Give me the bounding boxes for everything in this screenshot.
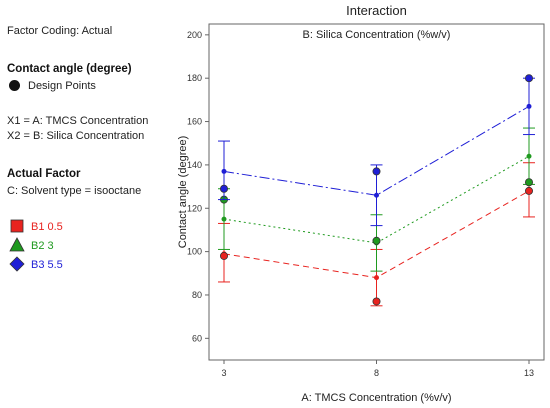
x-tick-label: 3 [221, 368, 226, 378]
axis-ticks: 60 80 100 120 140 160 180 200 3 8 13 [187, 30, 534, 378]
y-tick-label: 180 [187, 73, 202, 83]
chart-title: Interaction [346, 3, 407, 18]
y-axis-label: Contact angle (degree) [177, 136, 189, 249]
design-point [219, 251, 228, 260]
design-point [525, 186, 534, 195]
series-line [223, 155, 530, 244]
series-group [218, 74, 535, 307]
design-point [525, 178, 534, 187]
legend-label: B3 5.5 [31, 259, 63, 271]
series-line [223, 105, 530, 196]
triangle-marker-icon [9, 237, 25, 252]
design-point [372, 167, 381, 176]
series-3 [218, 74, 535, 227]
y-tick-label: 80 [192, 290, 202, 300]
x-axis-label: A: TMCS Concentration (%v/v) [301, 392, 451, 404]
square-marker-icon [10, 219, 24, 233]
design-point-marker-icon [9, 80, 20, 91]
response-title: Contact angle (degree) [7, 63, 132, 75]
chart-subtitle: B: Silica Concentration (%w/v) [303, 29, 451, 41]
legend-label: B1 0.5 [31, 221, 63, 233]
prediction-point [374, 192, 379, 198]
x-tick-label: 8 [374, 368, 379, 378]
actual-factor-value: C: Solvent type = isooctane [7, 185, 142, 197]
prediction-point [526, 153, 532, 159]
x1-text: X1 = A: TMCS Concentration [7, 115, 149, 127]
x2-text: X2 = B: Silica Concentration [7, 130, 145, 142]
x-tick-label: 13 [524, 368, 534, 378]
prediction-point [374, 275, 379, 281]
y-tick-label: 60 [192, 333, 202, 343]
design-point [219, 184, 228, 193]
factor-coding-text: Factor Coding: Actual [7, 25, 113, 37]
prediction-point [221, 216, 227, 222]
actual-factor-title: Actual Factor [7, 168, 81, 180]
design-point [372, 297, 381, 306]
diamond-marker-icon [9, 256, 25, 272]
prediction-point [526, 103, 532, 109]
prediction-point [221, 168, 227, 174]
design-point [372, 236, 381, 245]
y-tick-label: 140 [187, 160, 202, 170]
y-tick-label: 100 [187, 247, 202, 257]
y-tick-label: 200 [187, 30, 202, 40]
legend-label: B2 3 [31, 240, 54, 252]
series-legend: B1 0.5 B2 3 B3 5.5 [9, 219, 63, 272]
design-points-legend: Design Points [9, 80, 96, 92]
y-tick-label: 120 [187, 203, 202, 213]
design-points-label: Design Points [28, 80, 96, 92]
y-tick-label: 160 [187, 117, 202, 127]
design-point [525, 74, 534, 83]
